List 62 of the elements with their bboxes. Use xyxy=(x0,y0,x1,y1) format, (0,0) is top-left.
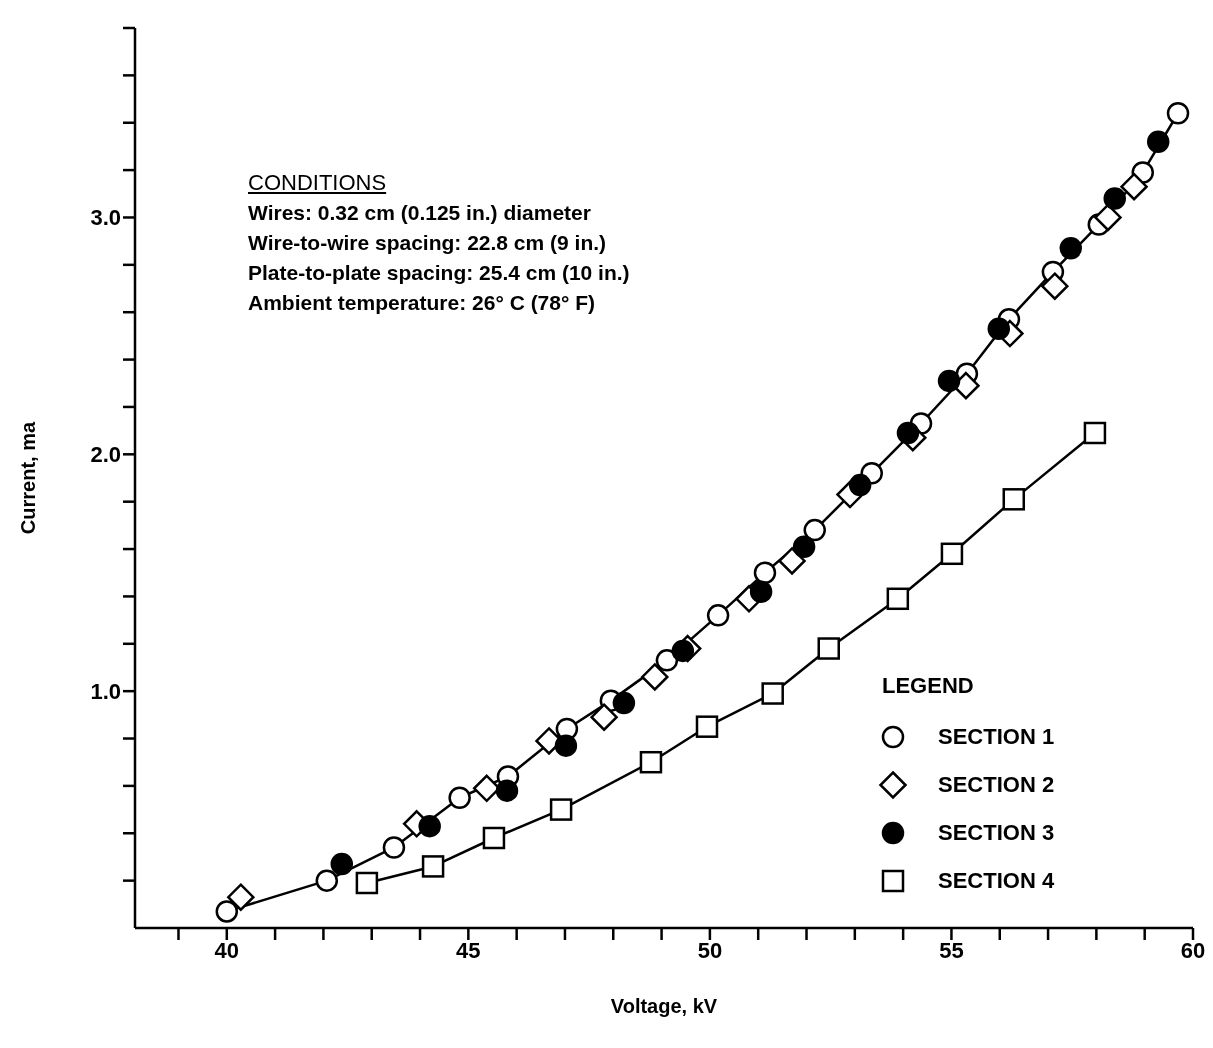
point xyxy=(778,547,806,575)
y-axis-title: Current, ma xyxy=(17,421,40,535)
point xyxy=(761,682,784,705)
point xyxy=(641,663,669,691)
legend-label: SECTION 2 xyxy=(938,772,1055,798)
point xyxy=(753,561,777,584)
x-tick-label: 45 xyxy=(456,937,481,963)
point xyxy=(355,871,379,895)
annotation: Plate-to-plate spacing: 25.4 cm (10 in.) xyxy=(248,260,630,286)
point xyxy=(421,855,445,878)
point xyxy=(896,421,920,445)
point xyxy=(227,883,255,911)
point xyxy=(639,750,663,774)
point xyxy=(749,580,773,603)
point xyxy=(655,649,679,672)
point xyxy=(482,826,506,850)
x-tick-label: 55 xyxy=(939,937,964,963)
point xyxy=(886,587,910,611)
annotation: CONDITIONS xyxy=(248,169,388,197)
legend-title: LEGEND xyxy=(882,673,975,699)
point xyxy=(1002,488,1026,511)
point xyxy=(940,542,964,566)
point xyxy=(1146,130,1170,153)
y-tick-label: 3.0 xyxy=(90,205,121,231)
y-tick-label: 2.0 xyxy=(90,442,121,468)
legend-label: SECTION 3 xyxy=(938,820,1055,846)
point xyxy=(1083,421,1107,445)
x-axis-title: Voltage, kV xyxy=(610,995,718,1017)
point xyxy=(817,637,840,660)
point xyxy=(792,535,816,558)
point xyxy=(549,798,573,821)
point xyxy=(448,786,471,809)
point xyxy=(1166,102,1190,125)
point xyxy=(937,369,961,393)
x-tick-label: 60 xyxy=(1180,937,1206,963)
point xyxy=(382,836,406,859)
point xyxy=(706,604,730,627)
point xyxy=(695,715,719,738)
point xyxy=(215,900,239,923)
point xyxy=(987,317,1011,341)
point xyxy=(315,869,339,892)
annotation: Wires: 0.32 cm (0.125 in.) diameter xyxy=(248,200,592,226)
y-tick-label: 1.0 xyxy=(90,678,121,704)
legend-label: SECTION 4 xyxy=(938,868,1055,894)
point xyxy=(330,852,354,876)
point xyxy=(1120,172,1148,201)
point xyxy=(1059,237,1083,260)
point xyxy=(554,734,578,757)
annotation: Wire-to-wire spacing: 22.8 cm (9 in.) xyxy=(248,230,608,256)
point xyxy=(1094,203,1122,232)
annotation: Ambient temperature: 26° C (78° F) xyxy=(248,290,597,316)
point xyxy=(671,639,695,663)
point xyxy=(1041,272,1069,300)
x-tick-label: 50 xyxy=(697,937,723,963)
point xyxy=(590,703,618,731)
x-tick-label: 40 xyxy=(214,937,240,963)
point xyxy=(612,691,636,715)
point xyxy=(1103,187,1126,210)
legend-label: SECTION 1 xyxy=(938,724,1055,750)
point xyxy=(495,779,519,802)
point xyxy=(803,518,826,542)
point xyxy=(418,814,441,838)
